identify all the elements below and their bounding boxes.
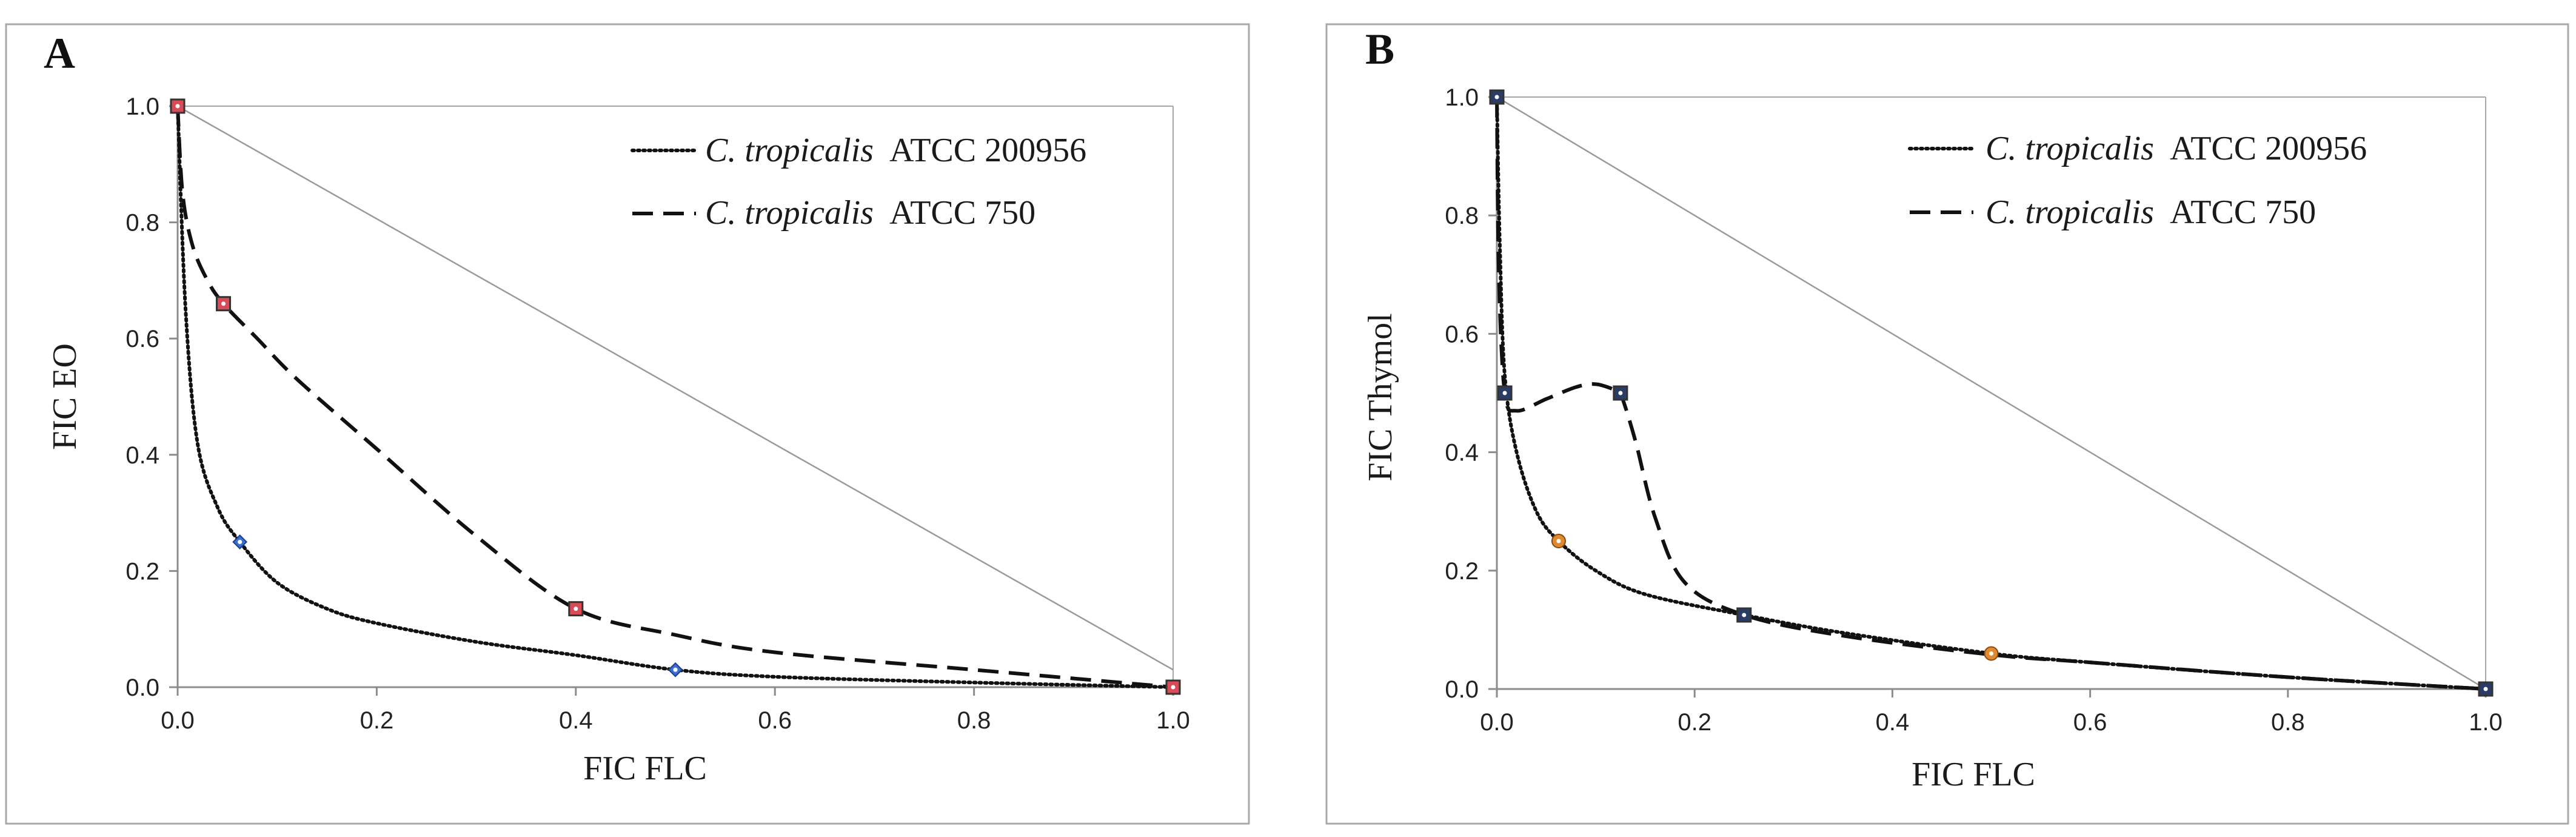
panel-b-legend-entry-2-strain: ATCC 750 [2170,193,2316,231]
panel-a-legend-entry-1-strain: ATCC 200956 [889,132,1086,169]
panel-b-marker-atcc-750-center [2483,687,2488,691]
panel-a-legend: C. tropicalis ATCC 200956 C. tropicalis AT… [631,132,1086,232]
panel-a-markers [170,98,1181,695]
panel-b-label: B [1365,25,1394,73]
panel-a-x-tick-label: 0.8 [957,707,991,734]
panel-a-marker-atcc-750-center [574,607,578,611]
panel-a-x-tick-label: 0.2 [360,707,394,734]
panel-b-y-title: FIC Thymol [1362,313,1399,481]
panel-b-legend: C. tropicalis ATCC 200956 C. tropicalis AT… [1908,130,2367,231]
panel-a-reference-line [177,105,1174,671]
panel-b-marker-atcc-750-center [1618,391,1623,395]
panel-a-y-tick-label: 1.0 [125,93,159,120]
panel-a: A 0.0 0.2 0.4 0.6 0.8 1.0 0.0 0.2 0.4 0.6 0.8 1.0 F… [0,0,1255,837]
panel-b-reference-line [1496,96,2486,690]
panel-b-svg: B 0.0 0.2 0.4 0.6 0.8 1.0 0.0 0.2 0.4 0.6 0.8 1.0 F… [1325,23,2569,825]
panel-b-frame [1325,23,2569,825]
panel-a-frame [5,23,1250,825]
panel-b-y-tick-label: 0.4 [1445,440,1479,466]
panel-a-y-tick-label: 0.0 [125,674,159,701]
panel-b-series-atcc-750-line [1495,96,2486,691]
panel-a-legend-entry-2-strain: ATCC 750 [889,194,1035,232]
panel-b-marker-atcc-200956-center [1989,651,1993,656]
panel-a-marker-atcc-750-center [1171,685,1176,690]
panel-a-y-tick-label: 0.4 [125,442,159,469]
panel-a-x-tick-label: 0.0 [161,707,195,734]
panel-a-y-tick-label: 0.2 [125,558,159,585]
panel-a-x-tick-label: 0.6 [758,707,792,734]
panel-b-x-tick-label: 0.8 [2271,709,2305,736]
panel-a-x-title: FIC FLC [583,750,707,787]
panel-a-marker-atcc-750-center [221,301,226,306]
panel-a-svg: A 0.0 0.2 0.4 0.6 0.8 1.0 0.0 0.2 0.4 0.6 0.8 1.0 F… [5,23,1250,825]
panel-b-x-tick-label: 0.6 [2073,709,2107,736]
panel-b-legend-entry-1-species: C. tropicalis [1986,130,2154,167]
panel-a-marker-atcc-200956-center [673,667,678,672]
panel-b-x-tick-label: 0.4 [1876,709,1910,736]
panel-b-ticks: 0.0 0.2 0.4 0.6 0.8 1.0 0.0 0.2 0.4 0.6 0.8 1.0 [1445,84,2502,736]
panel-a-series-atcc-750-line [176,106,1174,689]
panel-a-legend-entry-1: C. tropicalis ATCC 200956 [705,132,1086,169]
panel-b-legend-entry-2: C. tropicalis ATCC 750 [1986,193,2316,231]
panel-b-legend-entry-2-species: C. tropicalis [1986,193,2154,231]
panel-b-marker-atcc-750-center [1494,95,1499,99]
panel-b-marker-atcc-200956-center [1556,539,1561,543]
panel-b-y-tick-label: 0.8 [1445,203,1479,229]
panel-a-y-title: FIC EO [46,343,84,450]
panel-b-legend-entry-1: C. tropicalis ATCC 200956 [1986,130,2367,167]
panel-a-x-tick-label: 0.4 [559,707,593,734]
panel-b-markers [1489,89,2494,697]
panel-a-x-tick-label: 1.0 [1156,707,1190,734]
panel-b-y-tick-label: 0.2 [1445,558,1479,585]
panel-a-marker-atcc-200956-center [238,540,243,544]
panel-a-legend-entry-2-species: C. tropicalis [705,194,874,232]
panel-b-legend-entry-1-strain: ATCC 200956 [2170,130,2367,167]
panel-a-label: A [44,29,75,78]
panel-a-legend-entry-2: C. tropicalis ATCC 750 [705,194,1035,232]
panel-a-series-atcc-200956-line [176,104,1175,689]
panel-b-y-tick-label: 0.0 [1445,676,1479,703]
panel-a-y-tick-label: 0.8 [125,210,159,237]
panel-b-y-tick-label: 1.0 [1445,84,1479,111]
panel-b-marker-atcc-750-center [1742,613,1747,617]
panel-b-x-tick-label: 0.0 [1480,709,1514,736]
panel-b-x-tick-label: 0.2 [1678,709,1711,736]
panel-a-legend-entry-1-species: C. tropicalis [705,132,874,169]
panel-b-y-tick-label: 0.6 [1445,321,1479,348]
panel-a-marker-atcc-750-center [175,104,180,109]
panel-b: B 0.0 0.2 0.4 0.6 0.8 1.0 0.0 0.2 0.4 0.6 0.8 1.0 F… [1322,0,2576,837]
panel-b-x-title: FIC FLC [1912,756,2035,793]
panel-b-x-tick-label: 1.0 [2469,709,2503,736]
panel-a-ticks: 0.0 0.2 0.4 0.6 0.8 1.0 0.0 0.2 0.4 0.6 0.8 1.0 [125,93,1189,734]
panel-b-marker-atcc-750-center [1502,391,1507,395]
panel-a-y-tick-label: 0.6 [125,326,159,352]
